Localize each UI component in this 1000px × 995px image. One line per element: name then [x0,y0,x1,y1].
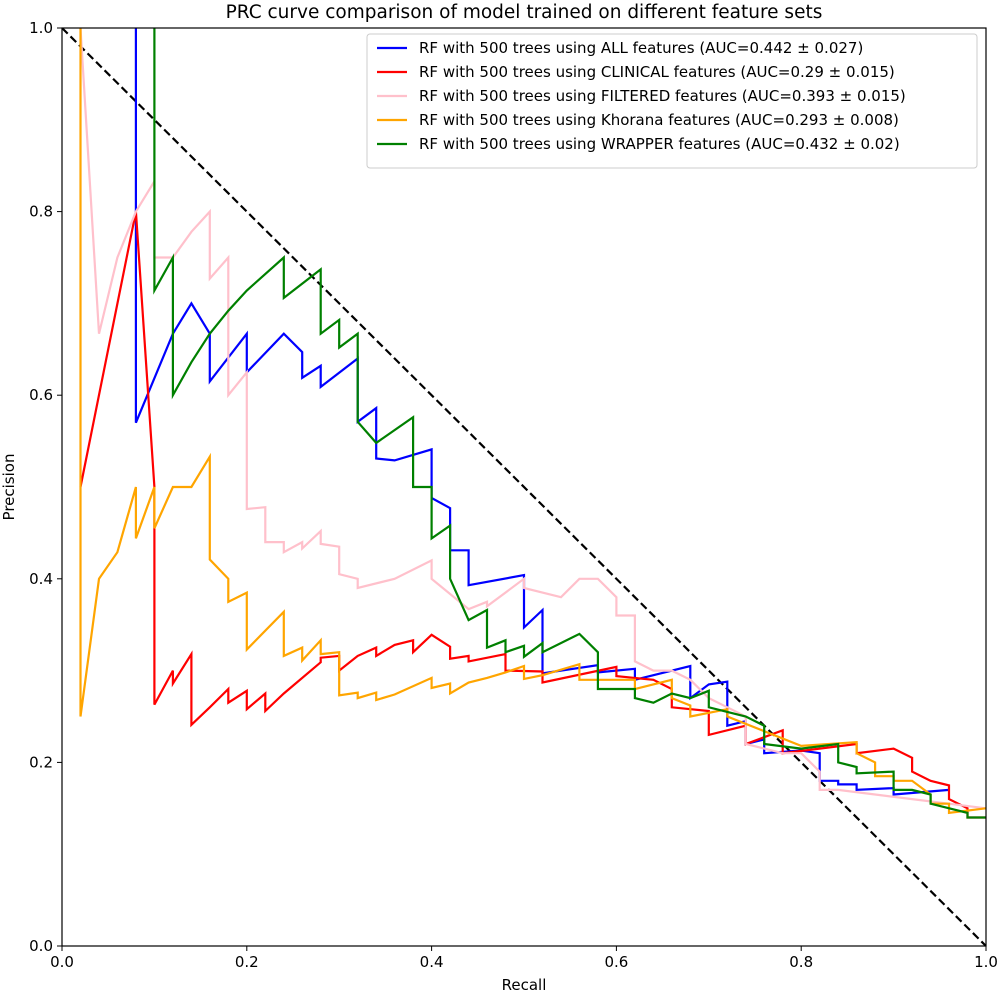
legend-label-1: RF with 500 trees using CLINICAL feature… [419,63,895,81]
legend-label-2: RF with 500 trees using FILTERED feature… [419,87,906,105]
series-line-3 [79,28,986,815]
series-group [62,28,986,946]
x-tick-label: 0.8 [789,953,813,971]
plot-area: 0.0 0.2 0.4 0.6 0.8 1.0 0.0 0.2 0.4 0.6 0.8 1.0 [29,19,998,971]
chart-title: PRC curve comparison of model trained on… [226,2,823,23]
x-tick-label: 0.6 [604,953,628,971]
x-tick-label: 0.0 [50,953,74,971]
y-tick-label: 1.0 [29,19,53,37]
series-line-0 [134,28,950,796]
legend-label-0: RF with 500 trees using ALL features (AU… [419,39,863,57]
x-tick-label: 0.4 [420,953,444,971]
legend-label-3: RF with 500 trees using Khorana features… [419,111,899,129]
x-tick-label: 1.0 [974,953,998,971]
series-line-4 [153,28,986,819]
series-line-1 [79,211,986,819]
y-tick-label: 0.6 [29,386,53,404]
y-tick-label: 0.8 [29,203,53,221]
series-line-2 [79,28,986,810]
legend-label-4: RF with 500 trees using WRAPPER features… [419,135,900,153]
x-tick-label: 0.2 [235,953,259,971]
y-tick-label: 0.2 [29,753,53,771]
y-tick-label: 0.4 [29,570,53,588]
axes-frame [61,27,987,947]
legend-box [366,33,978,169]
legend: RF with 500 trees using ALL features (AU… [366,33,978,169]
y-tick-label: 0.0 [29,937,53,955]
x-axis-label: Recall [502,976,547,994]
baseline-diagonal [62,28,986,946]
y-axis-label: Precision [0,454,18,521]
